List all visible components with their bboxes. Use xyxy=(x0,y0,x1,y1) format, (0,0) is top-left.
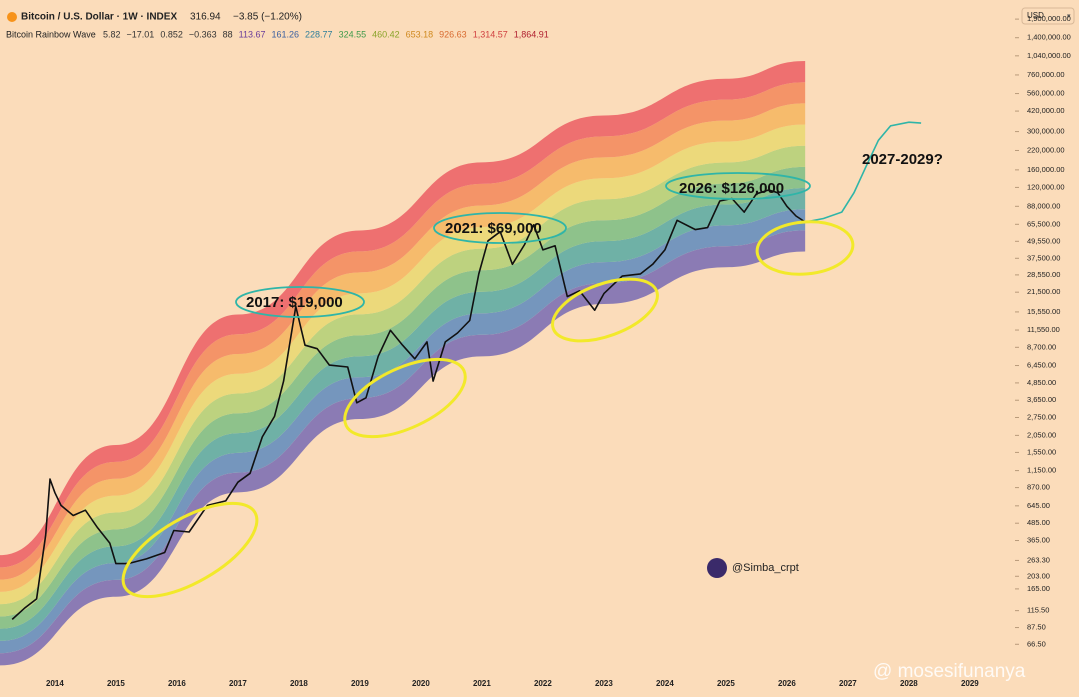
indicator-value: 1,864.91 xyxy=(514,29,549,39)
indicator-value: 228.77 xyxy=(305,29,333,39)
y-tick-label: 11,550.00 xyxy=(1027,325,1060,334)
y-tick-label: 65,500.00 xyxy=(1027,219,1060,228)
y-tick-label: 2,750.00 xyxy=(1027,412,1056,421)
y-tick-label: 120,000.00 xyxy=(1027,182,1065,191)
x-tick-label: 2024 xyxy=(656,679,674,688)
y-tick-label: 66.50 xyxy=(1027,639,1046,648)
watermark: @ mosesifunanya xyxy=(873,661,1026,682)
indicator-value: −0.363 xyxy=(189,29,217,39)
projection-line xyxy=(805,121,922,223)
dropdown-arrow[interactable]: ▾ xyxy=(1067,13,1071,20)
y-tick-label: 1,400,000.00 xyxy=(1027,33,1071,42)
x-tick-label: 2014 xyxy=(46,679,64,688)
y-tick-label: 1,040,000.00 xyxy=(1027,51,1071,60)
y-tick-label: 28,550.00 xyxy=(1027,270,1060,279)
x-tick-label: 2020 xyxy=(412,679,430,688)
y-tick-label: 6,450.00 xyxy=(1027,361,1056,370)
y-tick-label: 165.00 xyxy=(1027,584,1050,593)
currency[interactable]: USD xyxy=(1027,11,1044,20)
y-tick-label: 300,000.00 xyxy=(1027,127,1065,136)
y-tick-label: 49,550.00 xyxy=(1027,236,1060,245)
y-tick-label: 15,550.00 xyxy=(1027,307,1060,316)
y-tick-label: 203.00 xyxy=(1027,571,1050,580)
x-tick-label: 2028 xyxy=(900,679,918,688)
y-tick-label: 21,500.00 xyxy=(1027,287,1060,296)
x-tick-label: 2017 xyxy=(229,679,247,688)
annotation: 2026: $126,000 xyxy=(679,180,784,197)
y-tick-label: 3,650.00 xyxy=(1027,395,1056,404)
x-tick-label: 2022 xyxy=(534,679,552,688)
currency-box[interactable] xyxy=(1021,7,1075,25)
highlight-ellipse xyxy=(755,220,855,276)
y-tick-label: 420,000.00 xyxy=(1027,106,1065,115)
y-tick-label: 1,150.00 xyxy=(1027,466,1056,475)
x-tick-label: 2023 xyxy=(595,679,613,688)
y-tick-label: 560,000.00 xyxy=(1027,89,1065,98)
highlight-ellipse xyxy=(343,357,467,439)
x-tick-label: 2027 xyxy=(839,679,857,688)
annotation-outline xyxy=(235,286,365,318)
y-tick-label: 88,000.00 xyxy=(1027,201,1060,210)
y-tick-label: 760,000.00 xyxy=(1027,70,1065,79)
last-price: 316.94 xyxy=(190,12,221,23)
x-tick-label: 2016 xyxy=(168,679,186,688)
y-tick-label: 220,000.00 xyxy=(1027,145,1065,154)
indicator-value: 1,314.57 xyxy=(473,29,508,39)
highlight-ellipse xyxy=(551,277,659,343)
y-tick-label: 4,850.00 xyxy=(1027,378,1056,387)
y-tick-label: 365.00 xyxy=(1027,536,1050,545)
chart-title: Bitcoin / U.S. Dollar · 1W · INDEX xyxy=(21,12,177,23)
indicator-value: 113.67 xyxy=(239,29,266,39)
indicator-value: 653.18 xyxy=(406,29,434,39)
indicator-value: 324.55 xyxy=(339,29,367,39)
y-tick-label: 263.30 xyxy=(1027,555,1050,564)
x-tick-label: 2025 xyxy=(717,679,735,688)
indicator-values: 5.82 −17.01 0.852 −0.363 88 113.67 161.26 228.7… xyxy=(103,29,549,39)
credit: @Simba_crpt xyxy=(732,562,799,574)
y-tick-label: 37,500.00 xyxy=(1027,253,1060,262)
y-tick-label: 1,900,000.00 xyxy=(1027,14,1071,23)
annotation: 2021: $69,000 xyxy=(445,220,542,237)
btc-icon xyxy=(7,12,17,22)
y-tick-label: 485.00 xyxy=(1027,518,1050,527)
annotation-outline xyxy=(665,172,811,200)
y-tick-label: 115.50 xyxy=(1027,606,1049,615)
indicator-value: 460.42 xyxy=(372,29,400,39)
indicator-name: Bitcoin Rainbow Wave xyxy=(6,29,96,39)
y-tick-label: 87.50 xyxy=(1027,623,1046,632)
y-tick-label: 2,050.00 xyxy=(1027,430,1056,439)
price-line xyxy=(11,189,806,620)
indicator-value: 161.26 xyxy=(272,29,300,39)
x-tick-label: 2029 xyxy=(961,679,979,688)
indicator-value: −17.01 xyxy=(127,29,155,39)
y-tick-label: 8,700.00 xyxy=(1027,342,1056,351)
x-tick-label: 2021 xyxy=(473,679,491,688)
x-tick-label: 2018 xyxy=(290,679,308,688)
indicator-value: 0.852 xyxy=(160,29,183,39)
highlight-ellipse xyxy=(121,501,259,599)
y-tick-label: 1,550.00 xyxy=(1027,447,1056,456)
indicator-value: 926.63 xyxy=(439,29,467,39)
x-tick-label: 2015 xyxy=(107,679,125,688)
indicator-value: 5.82 xyxy=(103,29,121,39)
y-tick-label: 160,000.00 xyxy=(1027,165,1065,174)
x-tick-label: 2019 xyxy=(351,679,369,688)
indicator-value: 88 xyxy=(223,29,233,39)
annotation-outline xyxy=(433,212,567,244)
avatar xyxy=(707,558,727,578)
x-tick-label: 2026 xyxy=(778,679,796,688)
price-change: −3.85 (−1.20%) xyxy=(233,12,302,23)
y-tick-label: 645.00 xyxy=(1027,501,1050,510)
plot: 2017: $19,000 2021: $69,000 2026: $126,000… xyxy=(11,121,943,620)
annotation: 2017: $19,000 xyxy=(246,294,343,311)
annotation: 2027-2029? xyxy=(862,151,943,168)
y-tick-label: 870.00 xyxy=(1027,483,1050,492)
